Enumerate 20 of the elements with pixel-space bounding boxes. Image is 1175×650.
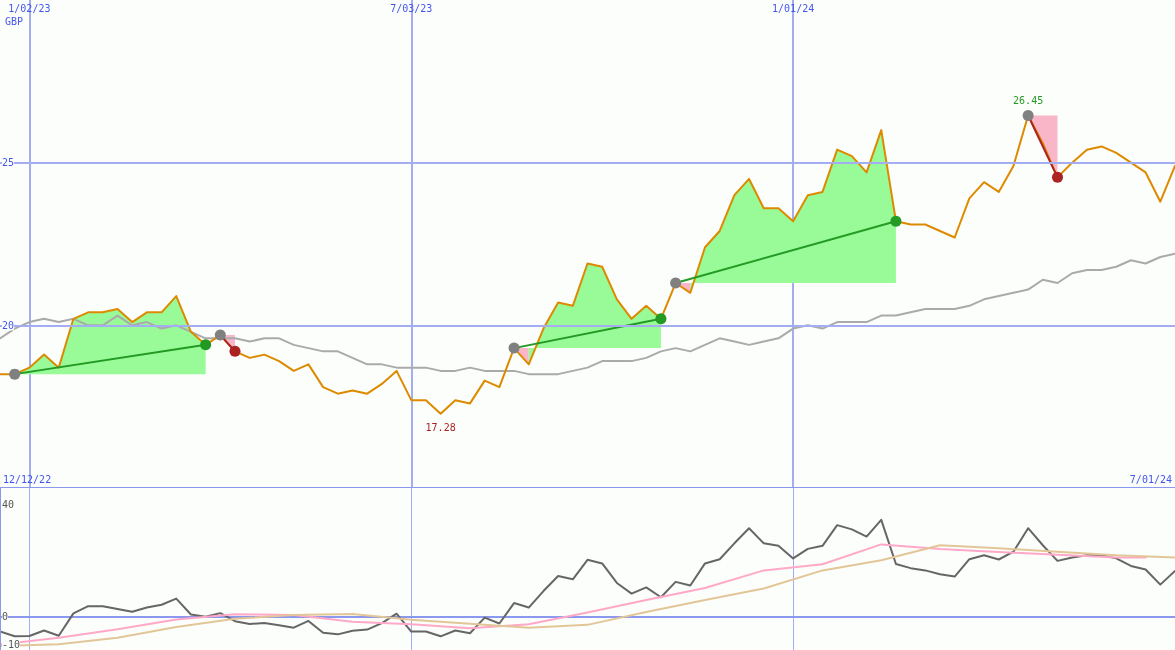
x-tick-label: 1/02/23: [8, 2, 51, 14]
y-tick-label: 20: [2, 319, 15, 331]
point: [890, 215, 902, 227]
annotation: 17.28: [425, 422, 456, 434]
point: [200, 339, 212, 351]
x-tick-label: 1/01/24: [772, 2, 815, 14]
y-tick-label: 0: [2, 610, 9, 622]
point: [655, 313, 667, 325]
y-tick-label: 40: [2, 499, 15, 511]
line-series: [0, 518, 1175, 638]
y-tick-label: -10: [2, 638, 21, 650]
y-axis-title: GBP: [5, 15, 24, 27]
x-tick-label: 7/03/23: [390, 2, 433, 14]
annotation: 7/01/24: [1129, 473, 1172, 485]
line-series: [0, 252, 1175, 376]
point: [229, 345, 241, 357]
annotation: 12/12/22: [3, 473, 52, 485]
point: [1052, 171, 1063, 183]
y-tick-label: 25: [2, 157, 15, 169]
annotation: 26.45: [1013, 94, 1044, 106]
